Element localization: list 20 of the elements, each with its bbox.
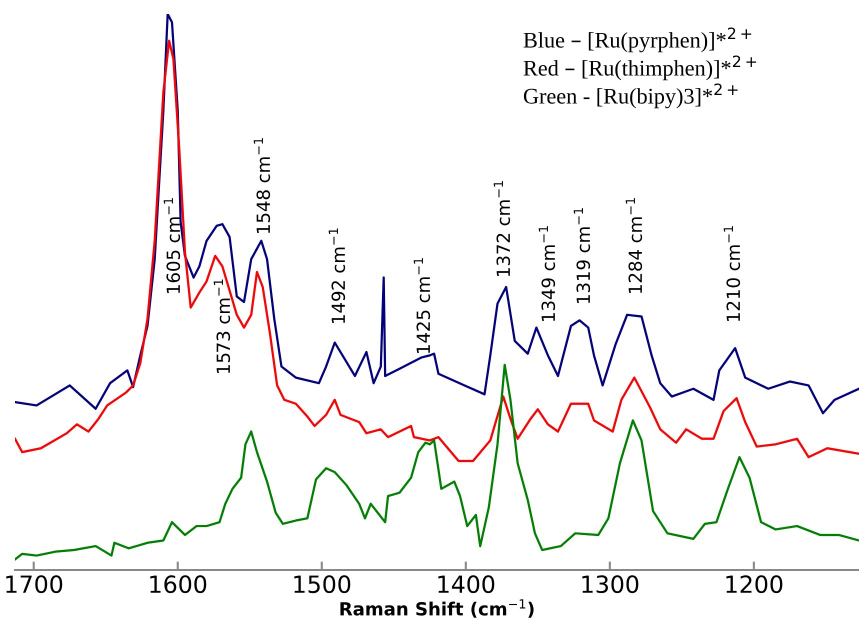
annotation: 1372 cm$^{−1}$ xyxy=(494,181,510,276)
x-axis-title: Raman Shift (cm$^{−1}$) xyxy=(340,599,534,618)
x-tick-label: 1400 xyxy=(438,575,494,594)
annotation: 1319 cm$^{−1}$ xyxy=(574,208,590,304)
x-tick-label: 1500 xyxy=(294,575,350,594)
annotation: 1605 cm$^{−1}$ xyxy=(164,198,180,294)
annotation: 1548 cm$^{−1}$ xyxy=(254,138,270,234)
annotation: Red – [Ru(thimphen)]*$^{2+}$ xyxy=(524,55,756,80)
annotation: Green - [Ru(bipy)3]*$^{2+}$ xyxy=(524,83,738,108)
annotation: 1573 cm$^{−1}$ xyxy=(214,279,230,374)
x-tick-label: 1200 xyxy=(726,575,782,594)
annotation: 1425 cm$^{−1}$ xyxy=(414,258,430,354)
annotation: 1492 cm$^{−1}$ xyxy=(328,228,346,324)
annotation: 1349 cm$^{−1}$ xyxy=(538,226,556,322)
annotation: 1284 cm$^{−1}$ xyxy=(626,198,642,294)
x-tick-label: 1300 xyxy=(582,575,638,594)
x-tick-label: 1600 xyxy=(150,575,206,594)
x-tick-label: 1700 xyxy=(6,575,62,594)
annotation: Blue – [Ru(pyrphen)]*$^{2+}$ xyxy=(524,27,752,52)
annotation: 1210 cm$^{−1}$ xyxy=(724,226,740,322)
